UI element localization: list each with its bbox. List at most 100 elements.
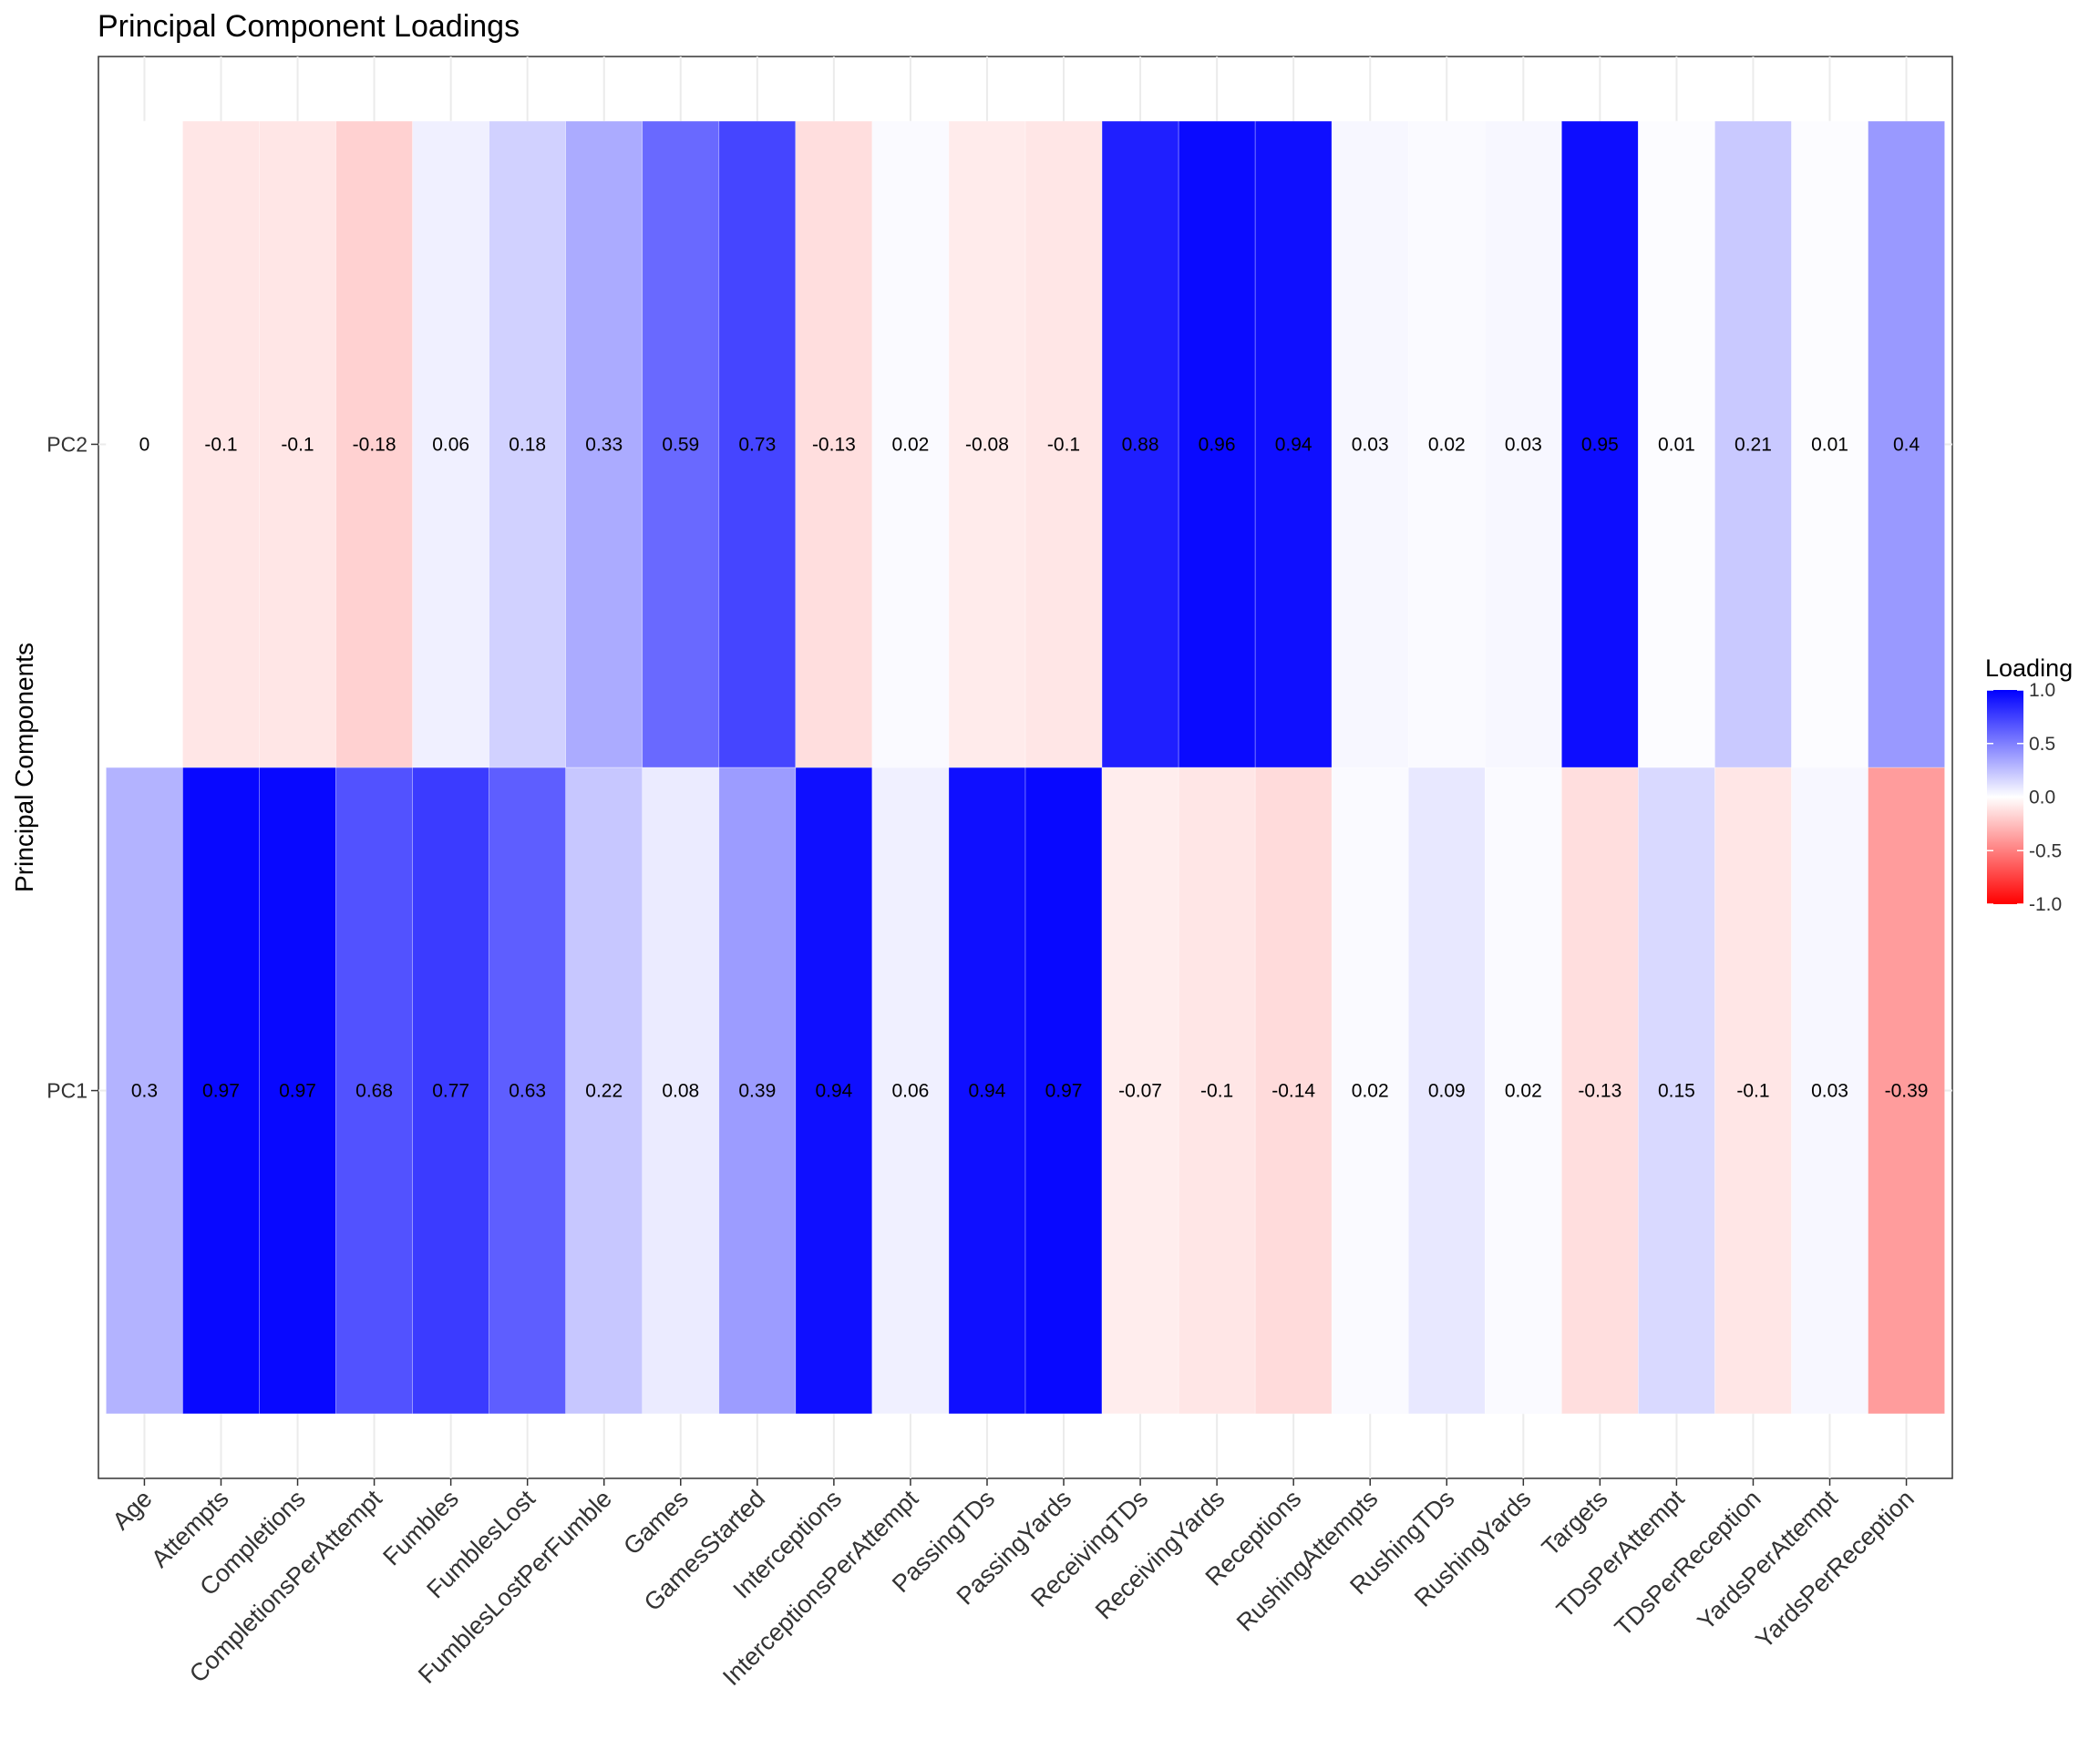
heatmap-cell	[1407, 120, 1486, 768]
cell-value-labels: 0.3 0.97 0.97 0.68 0.77 0.63 0.22 0.08 0.39 0.94 0…	[131, 434, 1929, 1101]
heatmap-cell	[1407, 767, 1486, 1415]
cell-value-label: 0.94	[969, 1081, 1006, 1102]
cell-value-label: 0.77	[432, 1081, 469, 1102]
heatmap-cell	[871, 767, 950, 1415]
cell-value-label: 0.06	[891, 1081, 929, 1102]
cell-value-label: 0.94	[815, 1081, 852, 1102]
heatmap-cell	[1714, 767, 1792, 1415]
heatmap-cell	[1331, 120, 1409, 768]
heatmap-cell	[642, 120, 720, 768]
x-tick-label: TDsPerReception	[1610, 1485, 1766, 1642]
heatmap-cell	[1561, 767, 1639, 1415]
heatmap-cell	[1484, 767, 1562, 1415]
legend-tick-label: 0.0	[2029, 788, 2055, 808]
cell-value-label: -0.1	[281, 434, 314, 455]
cell-value-label: 0.02	[1505, 1081, 1542, 1102]
heatmap-cell	[795, 767, 873, 1415]
cell-value-label: 0.94	[1275, 434, 1312, 455]
cell-value-label: 0.02	[891, 434, 929, 455]
cell-value-label: 0.21	[1735, 434, 1772, 455]
heatmap-cell	[412, 120, 489, 768]
heatmap-cell	[1638, 767, 1715, 1415]
x-tick-label: Targets	[1537, 1485, 1613, 1561]
cell-value-label: 0.01	[1811, 434, 1848, 455]
heatmap-cell	[106, 767, 183, 1415]
heatmap-cell	[1101, 120, 1179, 768]
cell-value-label: 0.02	[1352, 1081, 1389, 1102]
cell-value-label: 0	[139, 434, 150, 455]
y-axis-label: Principal Components	[10, 643, 38, 892]
heatmap-cell	[489, 767, 567, 1415]
legend-tick-label: 1.0	[2029, 680, 2055, 701]
cell-value-label: 0.63	[509, 1081, 546, 1102]
heatmap-cell	[1868, 767, 1945, 1415]
heatmap-cell	[948, 767, 1026, 1415]
cell-value-label: 0.03	[1352, 434, 1389, 455]
cell-value-label: 0.06	[432, 434, 469, 455]
cell-value-label: 0.68	[355, 1081, 393, 1102]
heatmap-cell	[1024, 767, 1103, 1415]
heatmap-cell	[871, 120, 950, 768]
heatmap-cell	[1561, 120, 1639, 768]
cell-value-label: -0.13	[1578, 1081, 1621, 1102]
cell-value-label: 0.88	[1122, 434, 1159, 455]
heatmap-cell	[412, 767, 489, 1415]
cell-value-label: -0.1	[204, 434, 237, 455]
cell-value-label: 0.73	[738, 434, 776, 455]
heatmap-cell	[565, 120, 643, 768]
heatmap-cells	[106, 120, 1945, 1415]
x-tick-label: Age	[107, 1485, 157, 1535]
cell-value-label: 0.95	[1581, 434, 1619, 455]
heatmap-cell	[1024, 120, 1103, 768]
heatmap-cell	[1178, 120, 1256, 768]
cell-value-label: -0.08	[965, 434, 1009, 455]
cell-value-label: -0.1	[1200, 1081, 1233, 1102]
cell-value-label: 0.01	[1658, 434, 1695, 455]
cell-value-label: 0.18	[509, 434, 546, 455]
heatmap-cell	[1868, 120, 1945, 768]
cell-value-label: 0.39	[738, 1081, 776, 1102]
heatmap-cell	[335, 120, 413, 768]
legend-title: Loading	[1985, 654, 2073, 682]
heatmap-cell	[259, 767, 336, 1415]
heatmap-cell	[948, 120, 1026, 768]
heatmap-cell	[1254, 120, 1333, 768]
cell-value-label: 0.4	[1893, 434, 1920, 455]
cell-value-label: -0.1	[1047, 434, 1080, 455]
y-tick-label: PC2	[46, 432, 88, 456]
heatmap-cell	[1791, 120, 1868, 768]
color-legend: Loading 1.0 0.5 0.0 -0.5 -1.0	[1985, 654, 2073, 915]
heatmap-cell	[642, 767, 720, 1415]
cell-value-label: 0.59	[662, 434, 699, 455]
cell-value-label: 0.97	[202, 1081, 240, 1102]
cell-value-label: 0.09	[1428, 1081, 1466, 1102]
x-tick-label: ReceivingYards	[1090, 1485, 1230, 1625]
cell-value-label: 0.03	[1811, 1081, 1848, 1102]
heatmap-cell	[1484, 120, 1562, 768]
cell-value-label: -0.13	[812, 434, 856, 455]
y-tick-label: PC1	[46, 1079, 88, 1103]
heatmap-cell	[259, 120, 336, 768]
legend-tick-label: 0.5	[2029, 734, 2055, 755]
cell-value-label: 0.96	[1199, 434, 1236, 455]
heatmap-cell	[1714, 120, 1792, 768]
cell-value-label: 0.97	[1045, 1081, 1083, 1102]
cell-value-label: 0.08	[662, 1081, 699, 1102]
cell-value-label: 0.33	[585, 434, 623, 455]
legend-tick-label: -0.5	[2029, 840, 2062, 861]
heatmap-cell	[795, 120, 873, 768]
heatmap-cell	[1254, 767, 1333, 1415]
heatmap-cell	[1101, 767, 1179, 1415]
cell-value-label: 0.02	[1428, 434, 1466, 455]
cell-value-label: 0.15	[1658, 1081, 1695, 1102]
cell-value-label: -0.14	[1271, 1081, 1315, 1102]
heatmap-cell	[1791, 767, 1868, 1415]
cell-value-label: 0.3	[131, 1081, 158, 1102]
legend-tick-label: -1.0	[2029, 894, 2062, 915]
cell-value-label: -0.39	[1885, 1081, 1929, 1102]
x-tick-label: RushingAttempts	[1231, 1485, 1384, 1637]
x-tick-label: Games	[618, 1485, 694, 1560]
cell-value-label: 0.22	[585, 1081, 623, 1102]
heatmap-cell	[489, 120, 567, 768]
